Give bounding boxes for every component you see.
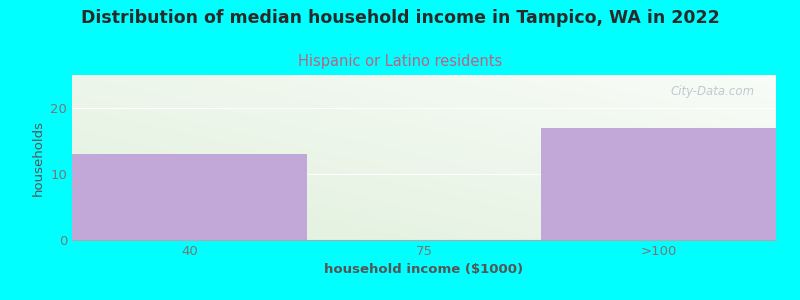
Text: Hispanic or Latino residents: Hispanic or Latino residents bbox=[298, 54, 502, 69]
Bar bbox=[72, 154, 306, 240]
Text: Distribution of median household income in Tampico, WA in 2022: Distribution of median household income … bbox=[81, 9, 719, 27]
X-axis label: household income ($1000): household income ($1000) bbox=[325, 263, 523, 276]
Y-axis label: households: households bbox=[32, 119, 45, 196]
Bar bbox=[542, 128, 776, 240]
Text: City-Data.com: City-Data.com bbox=[670, 85, 755, 98]
